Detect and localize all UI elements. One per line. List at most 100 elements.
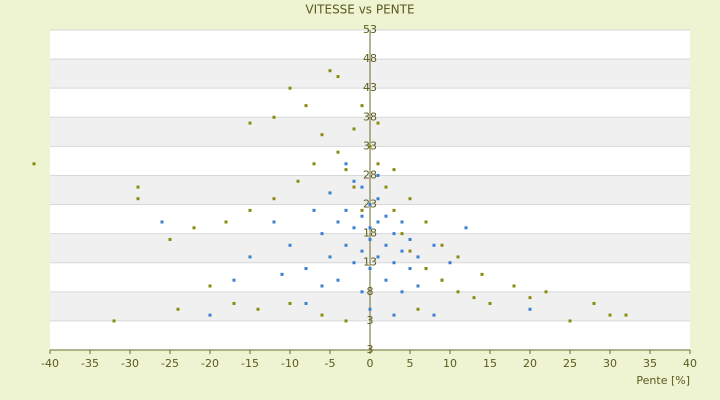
point: [336, 150, 340, 154]
point: [368, 307, 372, 311]
x-tick-label: 25: [563, 357, 577, 370]
point: [608, 313, 612, 317]
point: [344, 208, 348, 212]
x-tick-label: 5: [407, 357, 414, 370]
point: [360, 290, 364, 294]
point: [408, 237, 412, 241]
point: [368, 203, 372, 207]
point: [376, 255, 380, 259]
x-tick-label: -30: [121, 357, 139, 370]
point: [376, 173, 380, 177]
point: [272, 220, 276, 224]
point: [416, 284, 420, 288]
point: [592, 301, 596, 305]
point: [248, 255, 252, 259]
point: [408, 267, 412, 271]
point: [328, 69, 332, 73]
point: [424, 267, 428, 271]
point: [360, 208, 364, 212]
point: [360, 249, 364, 253]
point: [368, 144, 372, 148]
point: [320, 133, 324, 137]
x-tick-label: 15: [483, 357, 497, 370]
point: [32, 162, 36, 166]
point: [432, 313, 436, 317]
x-tick-label: 10: [443, 357, 457, 370]
point: [288, 86, 292, 90]
point: [448, 261, 452, 265]
point: [272, 115, 276, 119]
point: [624, 313, 628, 317]
point: [328, 191, 332, 195]
point: [400, 249, 404, 253]
x-axis-label: Pente [%]: [636, 374, 690, 387]
point: [336, 278, 340, 282]
point: [344, 243, 348, 247]
x-tick-label: -40: [41, 357, 59, 370]
point: [456, 290, 460, 294]
point: [416, 307, 420, 311]
point: [136, 185, 140, 189]
point: [400, 232, 404, 236]
point: [512, 284, 516, 288]
point: [392, 232, 396, 236]
point: [272, 197, 276, 201]
point: [528, 307, 532, 311]
point: [416, 255, 420, 259]
point: [312, 208, 316, 212]
point: [304, 301, 308, 305]
x-tick-label: -35: [81, 357, 99, 370]
point: [360, 214, 364, 218]
point: [344, 319, 348, 323]
point: [480, 272, 484, 276]
point: [568, 319, 572, 323]
point: [352, 226, 356, 230]
point: [400, 220, 404, 224]
point: [112, 319, 116, 323]
point: [440, 278, 444, 282]
point: [376, 220, 380, 224]
point: [160, 220, 164, 224]
point: [376, 121, 380, 125]
point: [384, 278, 388, 282]
point: [472, 296, 476, 300]
point: [320, 284, 324, 288]
point: [392, 208, 396, 212]
point: [256, 307, 260, 311]
point: [408, 249, 412, 253]
point: [136, 197, 140, 201]
point: [288, 243, 292, 247]
point: [424, 220, 428, 224]
point: [408, 197, 412, 201]
point: [352, 127, 356, 131]
point: [464, 226, 468, 230]
point: [224, 220, 228, 224]
point: [376, 197, 380, 201]
point: [296, 179, 300, 183]
point: [312, 162, 316, 166]
x-tick-label: 0: [367, 357, 374, 370]
point: [528, 296, 532, 300]
point: [360, 104, 364, 108]
point: [168, 237, 172, 241]
point: [368, 237, 372, 241]
point: [352, 179, 356, 183]
point: [384, 243, 388, 247]
y-tick-label: 53: [363, 23, 377, 36]
point: [392, 168, 396, 172]
point: [288, 301, 292, 305]
point: [248, 208, 252, 212]
point: [336, 220, 340, 224]
point: [192, 226, 196, 230]
x-tick-label: 40: [683, 357, 697, 370]
point: [232, 278, 236, 282]
point: [456, 255, 460, 259]
point: [352, 261, 356, 265]
point: [248, 121, 252, 125]
point: [400, 290, 404, 294]
x-tick-label: 20: [523, 357, 537, 370]
point: [544, 290, 548, 294]
point: [384, 214, 388, 218]
chart-title: VITESSE vs PENTE: [305, 3, 414, 17]
